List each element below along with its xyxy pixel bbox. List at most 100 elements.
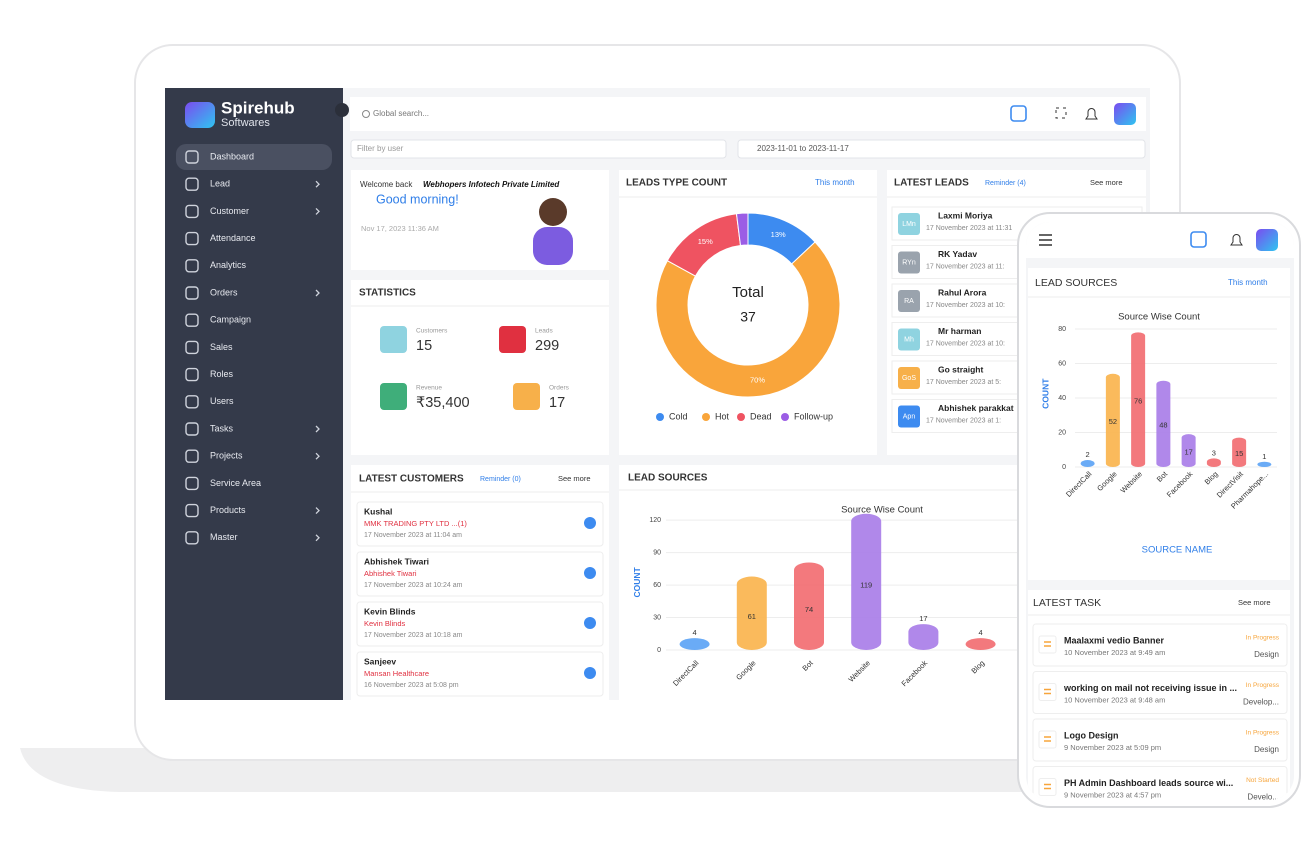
search-input[interactable]: Global search... [373,109,429,118]
card-title: LATEST TASK [1033,597,1101,609]
bar-value-label: 3 [1212,448,1216,457]
nav-item[interactable]: Campaign [210,315,251,325]
nav-item[interactable]: Lead [210,179,230,189]
nav-item[interactable]: Attendance [210,233,256,243]
reminder[interactable]: Reminder (4) [985,180,1026,187]
brand-name: Spirehub [221,98,295,117]
welcome-greeting: Welcome back [360,180,413,189]
nav-item[interactable]: Dashboard [210,151,254,161]
y-tick-label: 60 [1058,360,1066,367]
brand-sub: Softwares [221,117,270,129]
bar [1206,458,1221,467]
customer-company: Kevin Blinds [364,619,406,628]
nav-item[interactable]: Roles [210,369,234,379]
nav-chevron [315,180,320,188]
legend-marker [781,413,789,421]
y-tick-label: 30 [653,614,661,621]
pie-slice [655,241,841,398]
nav-item[interactable]: Users [210,396,234,406]
y-tick-label: 60 [653,582,661,589]
lead-name: Mr harman [938,326,981,336]
lead-date: 17 November 2023 at 11: [926,263,1005,270]
nav-item[interactable]: Tasks [210,423,234,433]
add-button[interactable] [1010,105,1027,122]
see-more[interactable]: See more [558,474,591,483]
y-axis-label: COUNT [1040,378,1050,409]
fullscreen-button[interactable] [1055,107,1067,119]
chart-title: Source Wise Count [841,505,923,516]
notification-button[interactable] [1085,108,1098,120]
nav-item[interactable]: Orders [210,287,238,297]
date-range: 2023-11-01 to 2023-11-17 [757,144,849,153]
period-select[interactable]: This month [1228,278,1268,287]
nav-item[interactable]: Products [210,505,246,515]
welcome-message: Good morning! [376,192,459,206]
filter-select[interactable] [350,139,727,159]
task-category: Design [1254,745,1279,754]
nav-item[interactable]: Master [210,532,238,542]
y-tick-label: 40 [1058,395,1066,402]
bar-value-label: 4 [979,628,983,637]
lead-initials: RYn [902,259,916,266]
see-more[interactable]: See more [1090,178,1123,187]
period-select[interactable]: This month [815,178,855,187]
task-date: 10 November 2023 at 9:49 am [1064,648,1165,657]
nav-item[interactable]: Projects [210,451,243,461]
card-title: LEAD SOURCES [628,473,708,484]
menu-button[interactable] [1039,234,1052,246]
nav-item[interactable]: Sales [210,342,233,352]
sidebar [165,88,343,700]
task-category: Develo... [1247,793,1279,802]
see-more[interactable]: See more [1238,598,1271,607]
lead-name: Go straight [938,364,984,374]
nav-item[interactable]: Analytics [210,260,247,270]
nav-item[interactable]: Service Area [210,478,261,488]
customer-badge [584,667,596,679]
lead-avatar [898,213,920,235]
lead-initials: Mh [904,336,914,343]
lead-avatar [898,328,920,351]
legend-label: Cold [669,411,688,421]
nav-icon [185,150,199,164]
task-icon [1038,730,1057,749]
reminder[interactable]: Reminder (0) [480,476,521,483]
sidebar-toggle[interactable] [335,103,349,117]
bar-value-label: 2 [1086,450,1090,459]
legend-marker [737,413,745,421]
lead-avatar [898,367,920,389]
task-row [1032,718,1288,762]
phone-profile[interactable] [1256,229,1278,251]
profile-logo[interactable] [1114,103,1136,125]
bar [908,624,939,650]
task-status: Not Started [1246,777,1279,784]
nav-icon [185,204,199,219]
customer-name: Abhishek Tiwari [364,556,429,566]
stat-value: 299 [535,338,559,354]
lead-initials: LMn [902,221,916,228]
phone-add-button[interactable] [1190,231,1207,248]
lead-initials: Apn [903,413,916,420]
task-date: 10 November 2023 at 9:48 am [1064,695,1165,704]
y-tick-label: 90 [653,549,661,556]
lead-initials: RA [904,298,914,305]
task-row [1032,766,1288,800]
legend-marker [656,413,664,421]
card-title: LATEST LEADS [894,178,969,189]
task-icon [1038,635,1057,654]
lead-name: Rahul Arora [938,287,987,297]
nav-icon [185,313,199,327]
lead-name: Laxmi Moriya [938,210,993,220]
date-range-input[interactable] [737,139,1146,159]
lead-avatar [898,251,920,274]
avatar-head [539,198,567,226]
legend-marker [702,413,710,421]
nav-icon [185,177,199,191]
nav-item[interactable]: Customer [210,206,249,216]
bar [1181,434,1196,467]
bar [1257,461,1272,467]
nav-icon [185,259,199,273]
slice-label: 15% [698,237,713,246]
task-icon-lines [1044,688,1051,695]
bar-value-label: 15 [1235,449,1243,458]
phone-notification[interactable] [1230,234,1243,246]
